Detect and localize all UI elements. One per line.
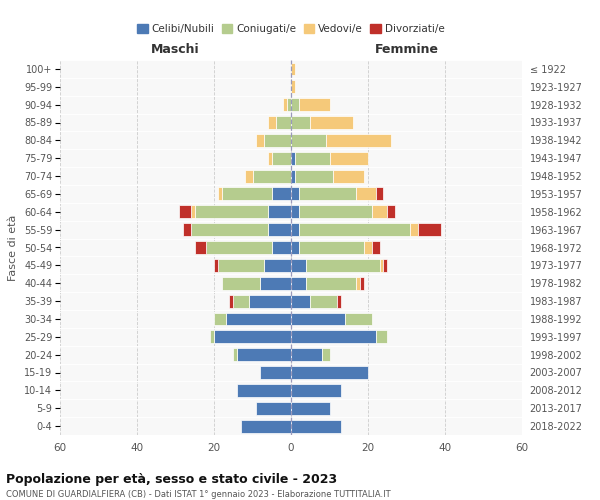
Bar [179,206,191,218]
Bar [272,152,291,164]
Bar [256,134,264,147]
Text: Maschi: Maschi [151,44,200,56]
Bar [360,277,364,289]
Bar [291,223,299,236]
Bar [233,348,237,361]
Bar [272,241,291,254]
Bar [268,223,291,236]
Bar [248,294,291,308]
Bar [307,259,380,272]
Bar [210,330,214,343]
Bar [264,259,291,272]
Bar [268,152,272,164]
Y-axis label: Fasce di età: Fasce di età [8,214,19,280]
Text: Popolazione per età, sesso e stato civile - 2023: Popolazione per età, sesso e stato civil… [6,472,337,486]
Bar [275,116,291,129]
Bar [291,312,345,326]
Bar [291,348,322,361]
Bar [326,134,391,147]
Bar [222,188,272,200]
Bar [418,223,441,236]
Bar [334,170,364,182]
Bar [260,366,291,379]
Bar [218,259,264,272]
Bar [191,206,195,218]
Bar [376,188,383,200]
Bar [387,206,395,218]
Bar [206,241,272,254]
Bar [218,188,222,200]
Bar [291,330,376,343]
Bar [299,241,364,254]
Bar [256,402,291,414]
Bar [299,223,410,236]
Bar [237,348,291,361]
Bar [291,170,295,182]
Bar [291,294,310,308]
Bar [195,241,206,254]
Bar [195,206,268,218]
Bar [291,152,295,164]
Bar [291,188,299,200]
Bar [214,330,291,343]
Bar [183,223,191,236]
Bar [291,384,341,397]
Bar [307,277,356,289]
Bar [291,277,307,289]
Bar [295,152,329,164]
Bar [226,312,291,326]
Bar [264,134,291,147]
Bar [372,241,380,254]
Bar [268,206,291,218]
Legend: Celibi/Nubili, Coniugati/e, Vedovi/e, Divorziati/e: Celibi/Nubili, Coniugati/e, Vedovi/e, Di… [133,20,449,38]
Bar [337,294,341,308]
Bar [299,188,356,200]
Bar [291,80,295,93]
Bar [214,312,226,326]
Bar [214,259,218,272]
Bar [191,223,268,236]
Bar [291,402,329,414]
Bar [310,294,337,308]
Bar [329,152,368,164]
Bar [229,294,233,308]
Bar [241,420,291,432]
Bar [272,188,291,200]
Bar [291,134,326,147]
Bar [345,312,372,326]
Bar [260,277,291,289]
Bar [268,116,275,129]
Bar [222,277,260,289]
Bar [287,98,291,111]
Bar [364,241,372,254]
Bar [291,420,341,432]
Text: Femmine: Femmine [374,44,439,56]
Bar [310,116,353,129]
Text: COMUNE DI GUARDIALFIERA (CB) - Dati ISTAT 1° gennaio 2023 - Elaborazione TUTTITA: COMUNE DI GUARDIALFIERA (CB) - Dati ISTA… [6,490,391,499]
Bar [356,188,376,200]
Bar [356,277,360,289]
Bar [299,98,329,111]
Bar [322,348,329,361]
Bar [380,259,383,272]
Bar [291,366,368,379]
Bar [245,170,253,182]
Bar [291,62,295,76]
Bar [383,259,387,272]
Bar [283,98,287,111]
Bar [291,116,310,129]
Bar [291,259,307,272]
Bar [291,206,299,218]
Bar [410,223,418,236]
Bar [295,170,334,182]
Bar [372,206,387,218]
Bar [299,206,372,218]
Bar [291,241,299,254]
Bar [253,170,291,182]
Bar [291,98,299,111]
Bar [233,294,248,308]
Bar [237,384,291,397]
Bar [376,330,387,343]
